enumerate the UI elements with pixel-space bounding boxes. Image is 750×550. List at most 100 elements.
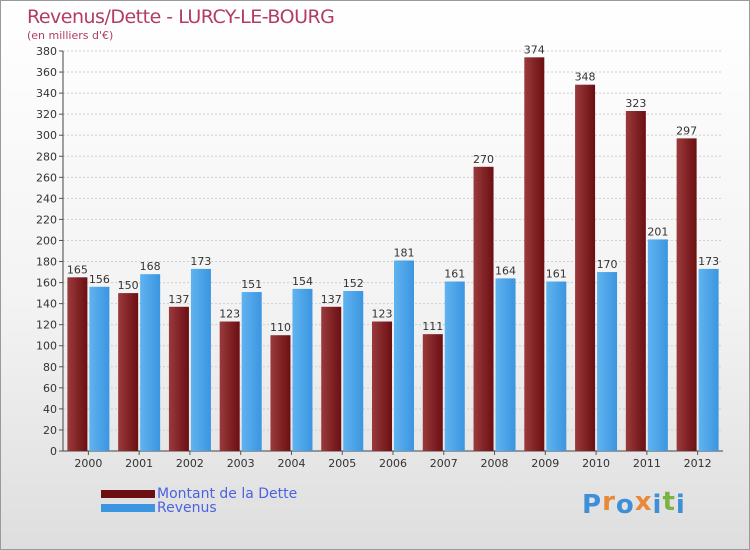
x-tick-label: 2012 — [684, 457, 712, 470]
x-tick-label: 2007 — [430, 457, 458, 470]
y-tick-label: 280 — [36, 150, 57, 163]
x-tick-label: 2001 — [125, 457, 153, 470]
legend-item-revenue: Revenus — [101, 500, 297, 516]
data-label-revenue: 161 — [444, 268, 465, 281]
logo-letter: r — [602, 487, 616, 517]
y-tick-label: 120 — [36, 319, 57, 332]
data-label-debt: 137 — [321, 293, 342, 306]
legend: Montant de la Dette Revenus — [101, 486, 298, 516]
data-label-revenue: 173 — [698, 255, 719, 268]
logo-letter: x — [634, 487, 653, 517]
logo-letter: i — [652, 490, 663, 520]
y-tick-label: 320 — [36, 108, 57, 121]
data-label-revenue: 201 — [647, 225, 668, 238]
bar-revenue — [89, 286, 110, 451]
legend-label-revenue: Revenus — [157, 500, 217, 516]
y-tick-label: 200 — [36, 234, 57, 247]
bar-debt — [473, 166, 494, 451]
data-label-debt: 123 — [372, 308, 393, 321]
data-label-debt: 137 — [168, 293, 189, 306]
y-tick-label: 100 — [36, 340, 57, 353]
data-label-debt: 348 — [575, 71, 596, 84]
y-tick-label: 260 — [36, 171, 57, 184]
bar-debt — [524, 57, 545, 451]
x-tick-label: 2008 — [481, 457, 509, 470]
y-tick-label: 40 — [43, 403, 57, 416]
x-tick-label: 2000 — [74, 457, 102, 470]
data-label-revenue: 170 — [597, 258, 618, 271]
y-tick-label: 300 — [36, 129, 57, 142]
bar-revenue — [190, 268, 211, 451]
bar-debt — [575, 84, 596, 452]
bar-debt — [67, 277, 88, 451]
chart-title: Revenus/Dette - LURCY-LE-BOURG — [27, 6, 335, 28]
y-tick-label: 80 — [43, 361, 57, 374]
bar-debt — [118, 293, 139, 451]
y-tick-label: 60 — [43, 382, 57, 395]
bar-revenue — [597, 272, 618, 451]
logo-letter: o — [615, 490, 635, 520]
x-tick-label: 2009 — [531, 457, 559, 470]
bar-debt — [219, 321, 240, 451]
logo-letter: t — [662, 487, 676, 517]
data-label-revenue: 151 — [241, 278, 262, 291]
x-tick-label: 2002 — [176, 457, 204, 470]
bar-revenue — [140, 274, 161, 451]
y-tick-label: 360 — [36, 66, 57, 79]
legend-item-debt: Montant de la Dette — [101, 486, 298, 502]
bar-revenue — [698, 268, 719, 451]
y-tick-label: 220 — [36, 213, 57, 226]
bar-debt — [625, 111, 646, 451]
data-label-debt: 323 — [625, 97, 646, 110]
y-tick-label: 0 — [50, 445, 57, 458]
data-label-debt: 110 — [270, 321, 291, 334]
x-tick-label: 2011 — [633, 457, 661, 470]
y-tick-label: 180 — [36, 256, 57, 269]
bar-debt — [270, 335, 291, 451]
bar-revenue — [444, 281, 465, 451]
bar-revenue — [241, 292, 262, 451]
bar-revenue — [343, 291, 364, 451]
data-label-revenue: 154 — [292, 275, 313, 288]
chart-subtitle: (en milliers d'€) — [27, 29, 114, 42]
legend-label-debt: Montant de la Dette — [157, 486, 298, 502]
data-label-revenue: 173 — [190, 255, 211, 268]
bar-revenue — [647, 239, 668, 451]
bar-revenue — [394, 260, 414, 451]
data-label-revenue: 152 — [343, 277, 364, 290]
y-tick-label: 380 — [36, 45, 57, 58]
bar-debt — [372, 321, 392, 451]
x-tick-label: 2010 — [582, 457, 610, 470]
y-tick-label: 160 — [36, 277, 57, 290]
y-tick-label: 240 — [36, 192, 57, 205]
data-label-debt: 374 — [524, 43, 545, 56]
y-tick-label: 140 — [36, 298, 57, 311]
data-label-debt: 123 — [219, 308, 240, 321]
x-tick-label: 2006 — [379, 457, 407, 470]
data-label-debt: 297 — [676, 124, 697, 137]
data-label-debt: 165 — [67, 263, 88, 276]
x-tick-label: 2003 — [227, 457, 255, 470]
bar-debt — [168, 306, 189, 451]
legend-swatch-revenue — [101, 504, 155, 512]
bar-debt — [676, 138, 697, 452]
data-label-revenue: 181 — [394, 246, 415, 259]
bar-revenue — [495, 278, 516, 451]
bar-debt — [422, 334, 443, 451]
data-label-debt: 111 — [422, 320, 443, 333]
data-label-revenue: 164 — [495, 264, 516, 277]
y-tick-label: 340 — [36, 87, 57, 100]
data-label-debt: 150 — [118, 279, 139, 292]
data-label-revenue: 156 — [89, 273, 110, 286]
bar-revenue — [292, 288, 313, 451]
y-tick-label: 20 — [43, 424, 57, 437]
legend-swatch-debt — [101, 490, 155, 498]
x-tick-label: 2004 — [277, 457, 305, 470]
data-label-revenue: 161 — [546, 268, 567, 281]
data-label-revenue: 168 — [140, 260, 161, 273]
proxiti-logo: Proxiti — [582, 487, 686, 520]
logo-letter: i — [675, 490, 686, 520]
data-label-debt: 270 — [473, 153, 494, 166]
